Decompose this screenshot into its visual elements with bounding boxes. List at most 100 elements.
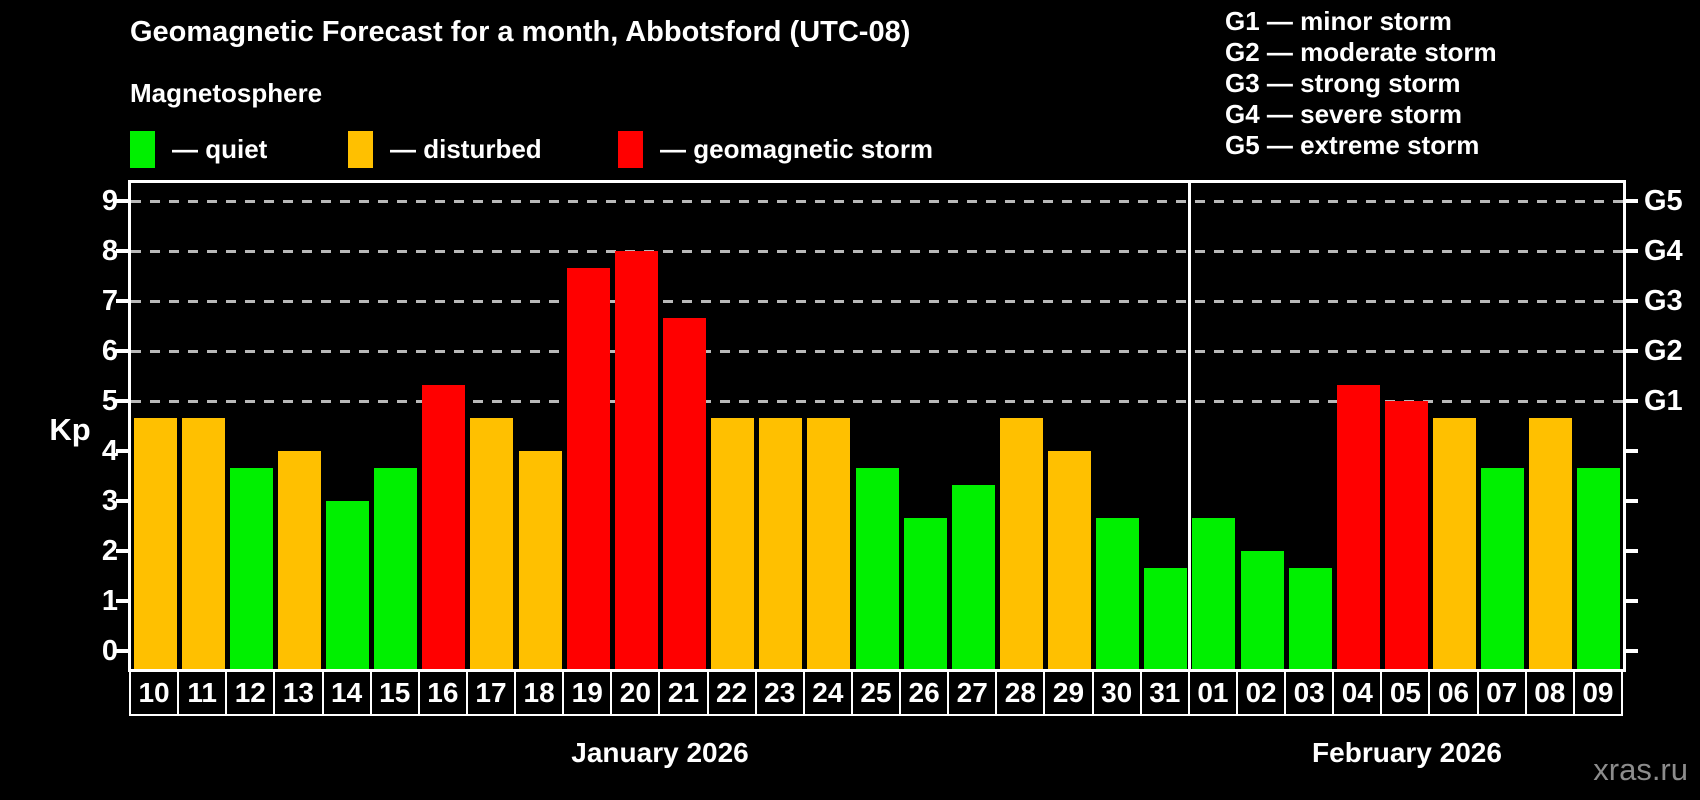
y-tick-label-7: 7 [101,285,118,317]
day-label-28: 28 [995,670,1046,716]
y-tick-label-8: 8 [101,235,118,267]
day-label-14: 14 [321,670,372,716]
y-tick-right-4 [1623,449,1638,453]
kp-bar-day-06 [1433,417,1477,669]
disturbed-swatch-icon [348,130,373,168]
day-label-09: 09 [1572,670,1623,716]
g-scale-label-g1: G1 [1644,385,1683,417]
y-tick-label-2: 2 [101,535,118,567]
y-tick-right-5 [1623,399,1638,403]
y-tick-right-2 [1623,549,1638,553]
gridline-kp9 [131,199,1623,203]
g-scale-label-g2: G2 [1644,335,1683,367]
kp-bar-day-05 [1384,401,1428,669]
watermark: xras.ru [1593,752,1688,787]
y-tick-left-2 [116,549,131,553]
month-separator-line [1188,183,1192,669]
day-label-19: 19 [562,670,613,716]
y-tick-right-7 [1623,299,1638,303]
y-tick-label-3: 3 [101,485,118,517]
day-label-07: 07 [1476,670,1527,716]
quiet-swatch-icon [130,130,155,168]
day-label-13: 13 [273,670,324,716]
day-label-23: 23 [754,670,805,716]
y-tick-left-8 [116,249,131,253]
day-label-12: 12 [225,670,276,716]
day-label-25: 25 [850,670,902,716]
day-label-15: 15 [369,670,420,716]
storm-scale-legend: G1 — minor storm G2 — moderate storm G3 … [1225,6,1497,161]
storm-scale-g2: G2 — moderate storm [1225,37,1497,67]
day-label-17: 17 [465,670,517,716]
gridline-kp7 [131,299,1623,303]
month-label-january: January 2026 [571,737,749,768]
plot-frame [128,180,1626,672]
day-label-29: 29 [1043,670,1094,716]
y-axis-title: Kp [49,412,91,447]
day-label-02: 02 [1235,670,1287,716]
day-label-22: 22 [706,670,757,716]
legend-label-storm: — geomagnetic storm [660,133,934,164]
kp-bar-day-03 [1288,567,1332,669]
storm-scale-g4: G4 — severe storm [1225,99,1463,129]
y-tick-left-4 [116,449,131,453]
kp-bar-day-21 [662,317,706,669]
y-tick-left-3 [116,499,131,503]
storm-swatch-icon [618,130,643,168]
day-label-16: 16 [417,670,468,716]
kp-bar-day-10 [133,417,177,669]
month-label-february: February 2026 [1312,737,1502,768]
day-label-18: 18 [514,670,565,716]
gridline-kp6 [131,349,1623,353]
y-tick-right-6 [1623,349,1638,353]
y-tick-right-9 [1623,199,1638,203]
kp-bar-day-27 [951,484,995,669]
y-tick-right-1 [1623,599,1638,603]
y-tick-label-6: 6 [101,335,118,367]
legend-item-quiet: — quiet [130,130,267,168]
day-label-26: 26 [899,670,950,716]
g-scale-label-g5: G5 [1644,185,1683,217]
y-tick-label-1: 1 [101,585,118,617]
day-label-01: 01 [1187,670,1238,716]
kp-bar-day-20 [614,251,658,669]
y-tick-label-5: 5 [101,385,118,417]
storm-scale-g5: G5 — extreme storm [1225,130,1480,160]
kp-bar-day-13 [277,451,321,669]
y-tick-label-9: 9 [101,185,118,217]
day-label-08: 08 [1524,670,1575,716]
kp-bar-day-28 [999,417,1043,669]
kp-bar-day-14 [326,501,370,669]
storm-scale-g3: G3 — strong storm [1225,68,1461,98]
kp-bar-day-29 [1048,451,1092,669]
y-tick-label-0: 0 [101,635,118,667]
y-tick-left-1 [116,599,131,603]
y-tick-left-7 [116,299,131,303]
g-scale-label-g3: G3 [1644,285,1683,317]
gridline-kp8 [131,249,1623,253]
chart-subtitle: Magnetosphere [130,78,323,108]
kp-bar-day-01 [1192,517,1236,669]
legend-label-disturbed: — disturbed [390,133,542,164]
kp-bar-day-18 [518,451,562,669]
kp-bar-day-02 [1240,551,1284,669]
kp-bar-day-11 [181,417,225,669]
kp-bar-day-17 [470,417,514,669]
y-tick-left-9 [116,199,131,203]
day-label-10: 10 [129,670,180,716]
kp-bar-day-08 [1529,417,1573,669]
y-tick-left-6 [116,349,131,353]
kp-bar-day-15 [374,467,418,669]
kp-bar-day-19 [566,267,610,669]
day-label-03: 03 [1284,670,1335,716]
storm-scale-g1: G1 — minor storm [1225,6,1452,36]
y-tick-left-0 [116,649,131,653]
kp-bar-day-23 [759,417,803,669]
kp-bar-day-16 [422,384,466,669]
day-label-27: 27 [947,670,998,716]
g-scale-label-g4: G4 [1644,235,1683,267]
chart-title: Geomagnetic Forecast for a month, Abbots… [130,16,911,48]
day-label-06: 06 [1428,670,1479,716]
